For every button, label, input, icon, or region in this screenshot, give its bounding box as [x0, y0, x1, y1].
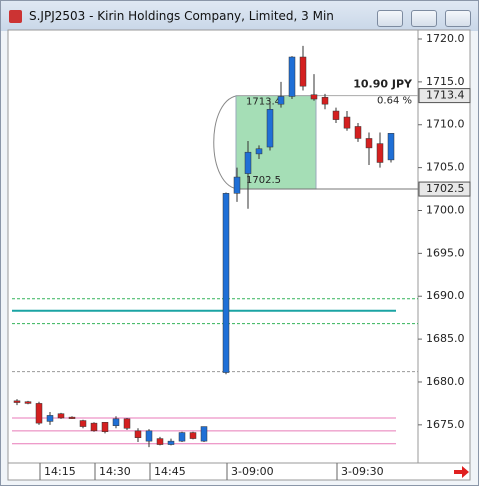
measure-arc [213, 95, 241, 190]
y-tick-label: 1680.0 [426, 375, 465, 388]
candle-body [332, 110, 340, 120]
candle-body [13, 400, 21, 403]
y-tick-label: 1705.0 [426, 161, 465, 174]
candle-body [354, 126, 362, 139]
candle-body [134, 430, 142, 438]
title-bar: S.JPJ2503 - Kirin Holdings Company, Limi… [1, 1, 478, 31]
candle-body [266, 109, 274, 148]
candle-body [112, 418, 120, 426]
y-tick-label: 1710.0 [426, 118, 465, 131]
candle-body [35, 403, 43, 424]
time-axis [7, 462, 471, 481]
candle-body [145, 430, 153, 442]
y-tick-label: 1690.0 [426, 289, 465, 302]
scroll-arrow[interactable] [454, 466, 469, 478]
candle-body [233, 176, 241, 194]
y-tick-label: 1695.0 [426, 246, 465, 259]
candle-body [90, 422, 98, 432]
app-icon [9, 10, 22, 23]
candle-body [46, 415, 54, 422]
price-marker: 1702.5 [426, 182, 465, 195]
candle-body [24, 401, 32, 404]
plot-area [7, 29, 419, 464]
x-tick-label: 3-09:00 [231, 465, 274, 478]
candle-body [123, 418, 131, 429]
candle-body [189, 432, 197, 439]
candle-body [288, 56, 296, 97]
x-tick-label: 3-09:30 [341, 465, 384, 478]
x-tick-label: 14:45 [154, 465, 186, 478]
measure-percent: 0.64 % [377, 96, 412, 107]
y-tick-label: 1675.0 [426, 418, 465, 431]
candle-body [376, 143, 384, 163]
measure-bottom-label: 1702.5 [246, 175, 281, 186]
candle-body [200, 426, 208, 442]
candle-body [156, 438, 164, 445]
price-marker-box [418, 181, 471, 197]
minimize-button[interactable] [377, 10, 403, 27]
measure-top-label: 1713.4 [246, 97, 281, 108]
price-marker: 1713.4 [426, 89, 465, 102]
y-tick-label: 1720.0 [426, 32, 465, 45]
candle-body [255, 148, 263, 155]
y-tick-label: 1700.0 [426, 203, 465, 216]
candle-body [68, 416, 76, 419]
window-title: S.JPJ2503 - Kirin Holdings Company, Limi… [29, 9, 334, 23]
x-tick-label: 14:30 [99, 465, 131, 478]
candle-body [387, 133, 395, 161]
close-button[interactable] [445, 10, 471, 27]
y-tick-label: 1715.0 [426, 75, 465, 88]
candle-body [178, 432, 186, 442]
measure-change: 10.90 JPY [353, 78, 413, 91]
candle-body [79, 420, 87, 427]
candle-body [222, 193, 230, 373]
y-tick-label: 1685.0 [426, 332, 465, 345]
candle-body [343, 116, 351, 129]
candle-body [244, 151, 252, 174]
candle-body [101, 422, 109, 432]
price-marker-box [418, 88, 471, 104]
candle-body [365, 138, 373, 149]
maximize-button[interactable] [411, 10, 437, 27]
x-tick-label: 14:15 [44, 465, 76, 478]
candle-body [167, 440, 175, 445]
candle-body [310, 94, 318, 100]
candle-body [57, 413, 65, 419]
candle-body [299, 56, 307, 87]
candle-body [321, 97, 329, 105]
candle-body [277, 96, 285, 105]
